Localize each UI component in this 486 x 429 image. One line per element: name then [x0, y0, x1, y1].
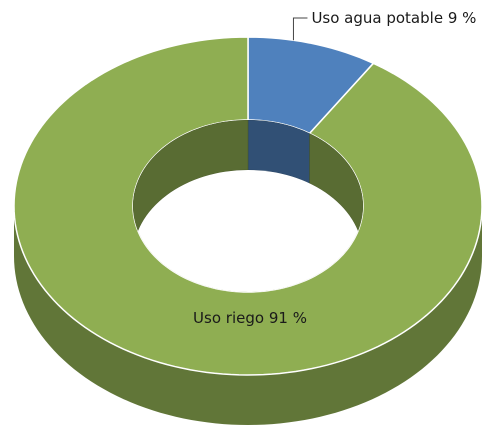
label-category: Uso agua potable — [311, 9, 443, 27]
data-label: Uso agua potable 9 % — [311, 9, 476, 27]
slice-side — [14, 206, 482, 425]
donut-top — [13, 36, 483, 376]
donut-sides — [14, 206, 482, 425]
leader-line — [292, 17, 308, 41]
data-label: Uso riego 91 % — [193, 309, 307, 327]
donut-inner-wall — [133, 120, 363, 292]
labels: Uso agua potable 9 % Uso riego 91 % — [193, 9, 476, 327]
hole — [133, 170, 363, 292]
label-value: 9 % — [448, 9, 477, 27]
label-value: 91 % — [269, 309, 307, 327]
label-category: Uso riego — [193, 309, 264, 327]
